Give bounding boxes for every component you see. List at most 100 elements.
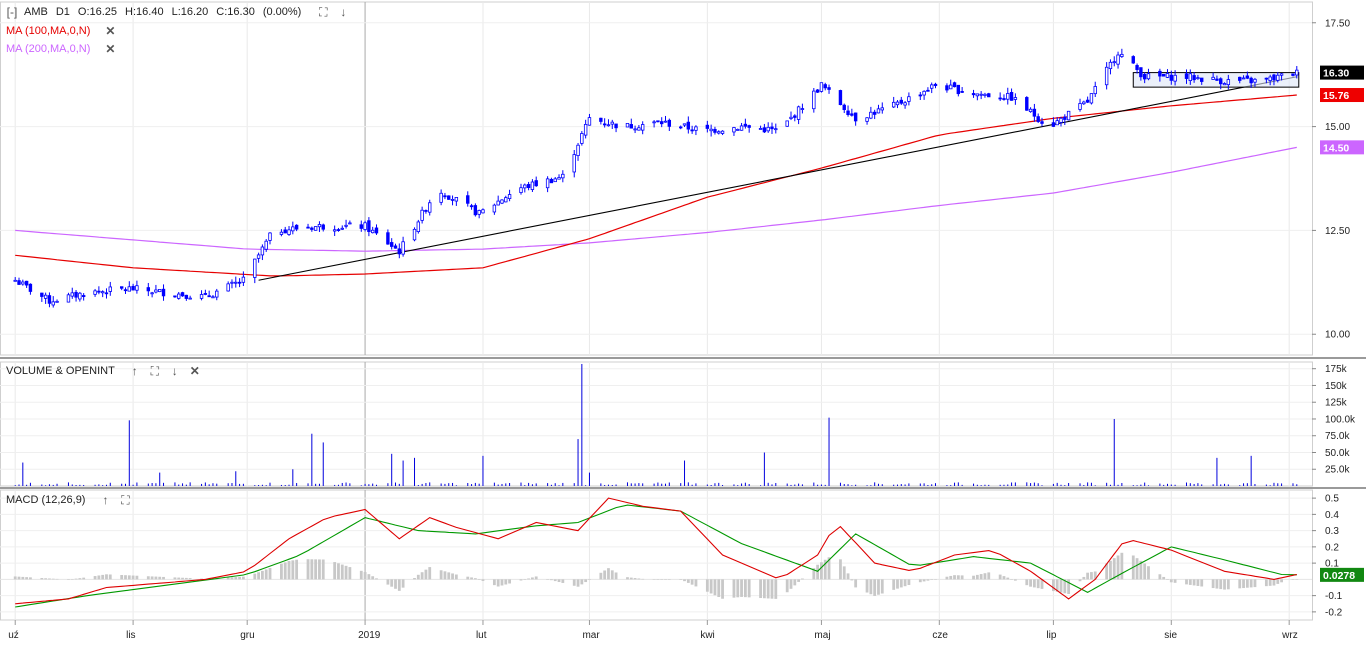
candle-body [640, 124, 645, 131]
macd-histogram-bar [108, 574, 112, 580]
arrow-down-icon[interactable]: ↓ [171, 364, 178, 378]
minus-box-icon[interactable]: [-] [6, 5, 18, 19]
candle-body [1063, 116, 1067, 120]
candle-body [173, 295, 177, 298]
close-icon[interactable]: ✕ [105, 42, 116, 56]
macd-histogram-bar [135, 575, 139, 580]
fullscreen-icon[interactable]: ⛶ [121, 493, 130, 507]
macd-histogram-bar [918, 579, 922, 583]
timeframe-label: D1 [55, 6, 70, 18]
candle-body [188, 297, 192, 300]
candle-body [975, 93, 980, 97]
macd-histogram-bar [1200, 579, 1204, 587]
low-value: L:16.20 [171, 6, 209, 18]
candle-body [321, 224, 325, 230]
y-tick-label: 17.50 [1325, 18, 1350, 29]
y-tick-label: 0.1 [1325, 559, 1339, 570]
macd-histogram-bar [1219, 579, 1223, 590]
macd-histogram-bar [283, 562, 287, 580]
candle-body [1226, 79, 1231, 86]
candle-body [439, 192, 443, 203]
candle-body [1215, 78, 1219, 81]
macd-histogram-bar [633, 578, 637, 580]
macd-histogram-bar [1226, 579, 1230, 590]
macd-histogram-bar [120, 575, 124, 580]
macd-histogram-bar [344, 565, 348, 580]
close-icon[interactable]: ✕ [189, 364, 200, 378]
macd-histogram-bar [827, 557, 831, 580]
candle-body [287, 229, 291, 235]
candle-body [766, 126, 770, 132]
candle-body [713, 128, 717, 133]
candle-body [1040, 121, 1044, 124]
candle-body [667, 119, 672, 127]
macd-histogram-bar [896, 579, 899, 589]
open-value: O:16.25 [77, 6, 118, 18]
x-tick-label: lut [476, 630, 487, 641]
candle-body [656, 120, 660, 123]
arrow-up-icon[interactable]: ↑ [131, 364, 138, 378]
candle-body [21, 281, 25, 285]
candle-body [1165, 73, 1170, 78]
macd-histogram-bar [614, 572, 618, 580]
macd-histogram-bar [416, 574, 420, 580]
macd-histogram-bar [892, 579, 896, 590]
macd-histogram-bar [67, 579, 70, 580]
candle-body [918, 94, 923, 97]
signal-line [15, 504, 1297, 608]
arrow-down-icon[interactable]: ↓ [340, 5, 347, 19]
macd-histogram-bar [1268, 579, 1272, 586]
candle-body [545, 178, 550, 189]
macd-histogram-bar [439, 570, 443, 580]
macd-value-badge-bg [1320, 567, 1364, 582]
candle-body [131, 285, 135, 291]
macd-histogram-bar [230, 577, 234, 580]
candle-body [1188, 73, 1193, 81]
candle-body [1169, 74, 1173, 81]
arrow-up-icon[interactable]: ↑ [102, 493, 109, 507]
macd-header: MACD (12,26,9) ↑ ⛶ [6, 494, 139, 506]
candle-body [283, 229, 287, 234]
candle-body [812, 90, 816, 110]
candle-body [998, 97, 1002, 100]
macd-histogram-bar [226, 577, 230, 580]
candle-body [1025, 97, 1029, 111]
y-tick-label: 15.00 [1325, 122, 1350, 133]
macd-histogram-bar [1245, 579, 1249, 588]
fullscreen-icon[interactable]: ⛶ [319, 5, 328, 19]
macd-histogram-bar [1291, 579, 1295, 580]
candle-body [135, 285, 139, 291]
candle-body [709, 128, 713, 132]
candle-body [370, 229, 375, 234]
macd-histogram-bar [1223, 579, 1226, 590]
macd-histogram-bar [820, 562, 823, 580]
candle-body [865, 117, 869, 122]
candle-body [785, 120, 789, 127]
candle-body [526, 184, 531, 188]
candle-body [815, 89, 820, 93]
close-icon[interactable]: ✕ [105, 24, 116, 38]
candle-body [1051, 122, 1056, 127]
macd-histogram-bar [553, 579, 557, 582]
macd-histogram-bar [907, 579, 911, 585]
macd-histogram-bar [74, 578, 78, 580]
macd-histogram-bar [481, 579, 485, 581]
candle-body [504, 197, 508, 203]
fullscreen-icon[interactable]: ⛶ [150, 364, 159, 378]
macd-histogram-bar [972, 575, 975, 580]
macd-histogram-bar [1006, 577, 1010, 580]
macd-histogram-bar [789, 579, 793, 589]
ma100-line [15, 94, 1297, 277]
y-tick-label: -0.2 [1325, 607, 1343, 618]
macd-histogram-bar [664, 579, 667, 580]
candle-body [1279, 73, 1284, 76]
candle-body [679, 126, 683, 129]
candle-body [614, 123, 618, 129]
candle-body [1173, 74, 1177, 82]
panel-frame [0, 361, 1313, 487]
macd-histogram-bar [1040, 579, 1044, 589]
macd-histogram-bar [48, 578, 51, 580]
macd-histogram-bar [660, 579, 664, 580]
candle-body [256, 254, 261, 259]
